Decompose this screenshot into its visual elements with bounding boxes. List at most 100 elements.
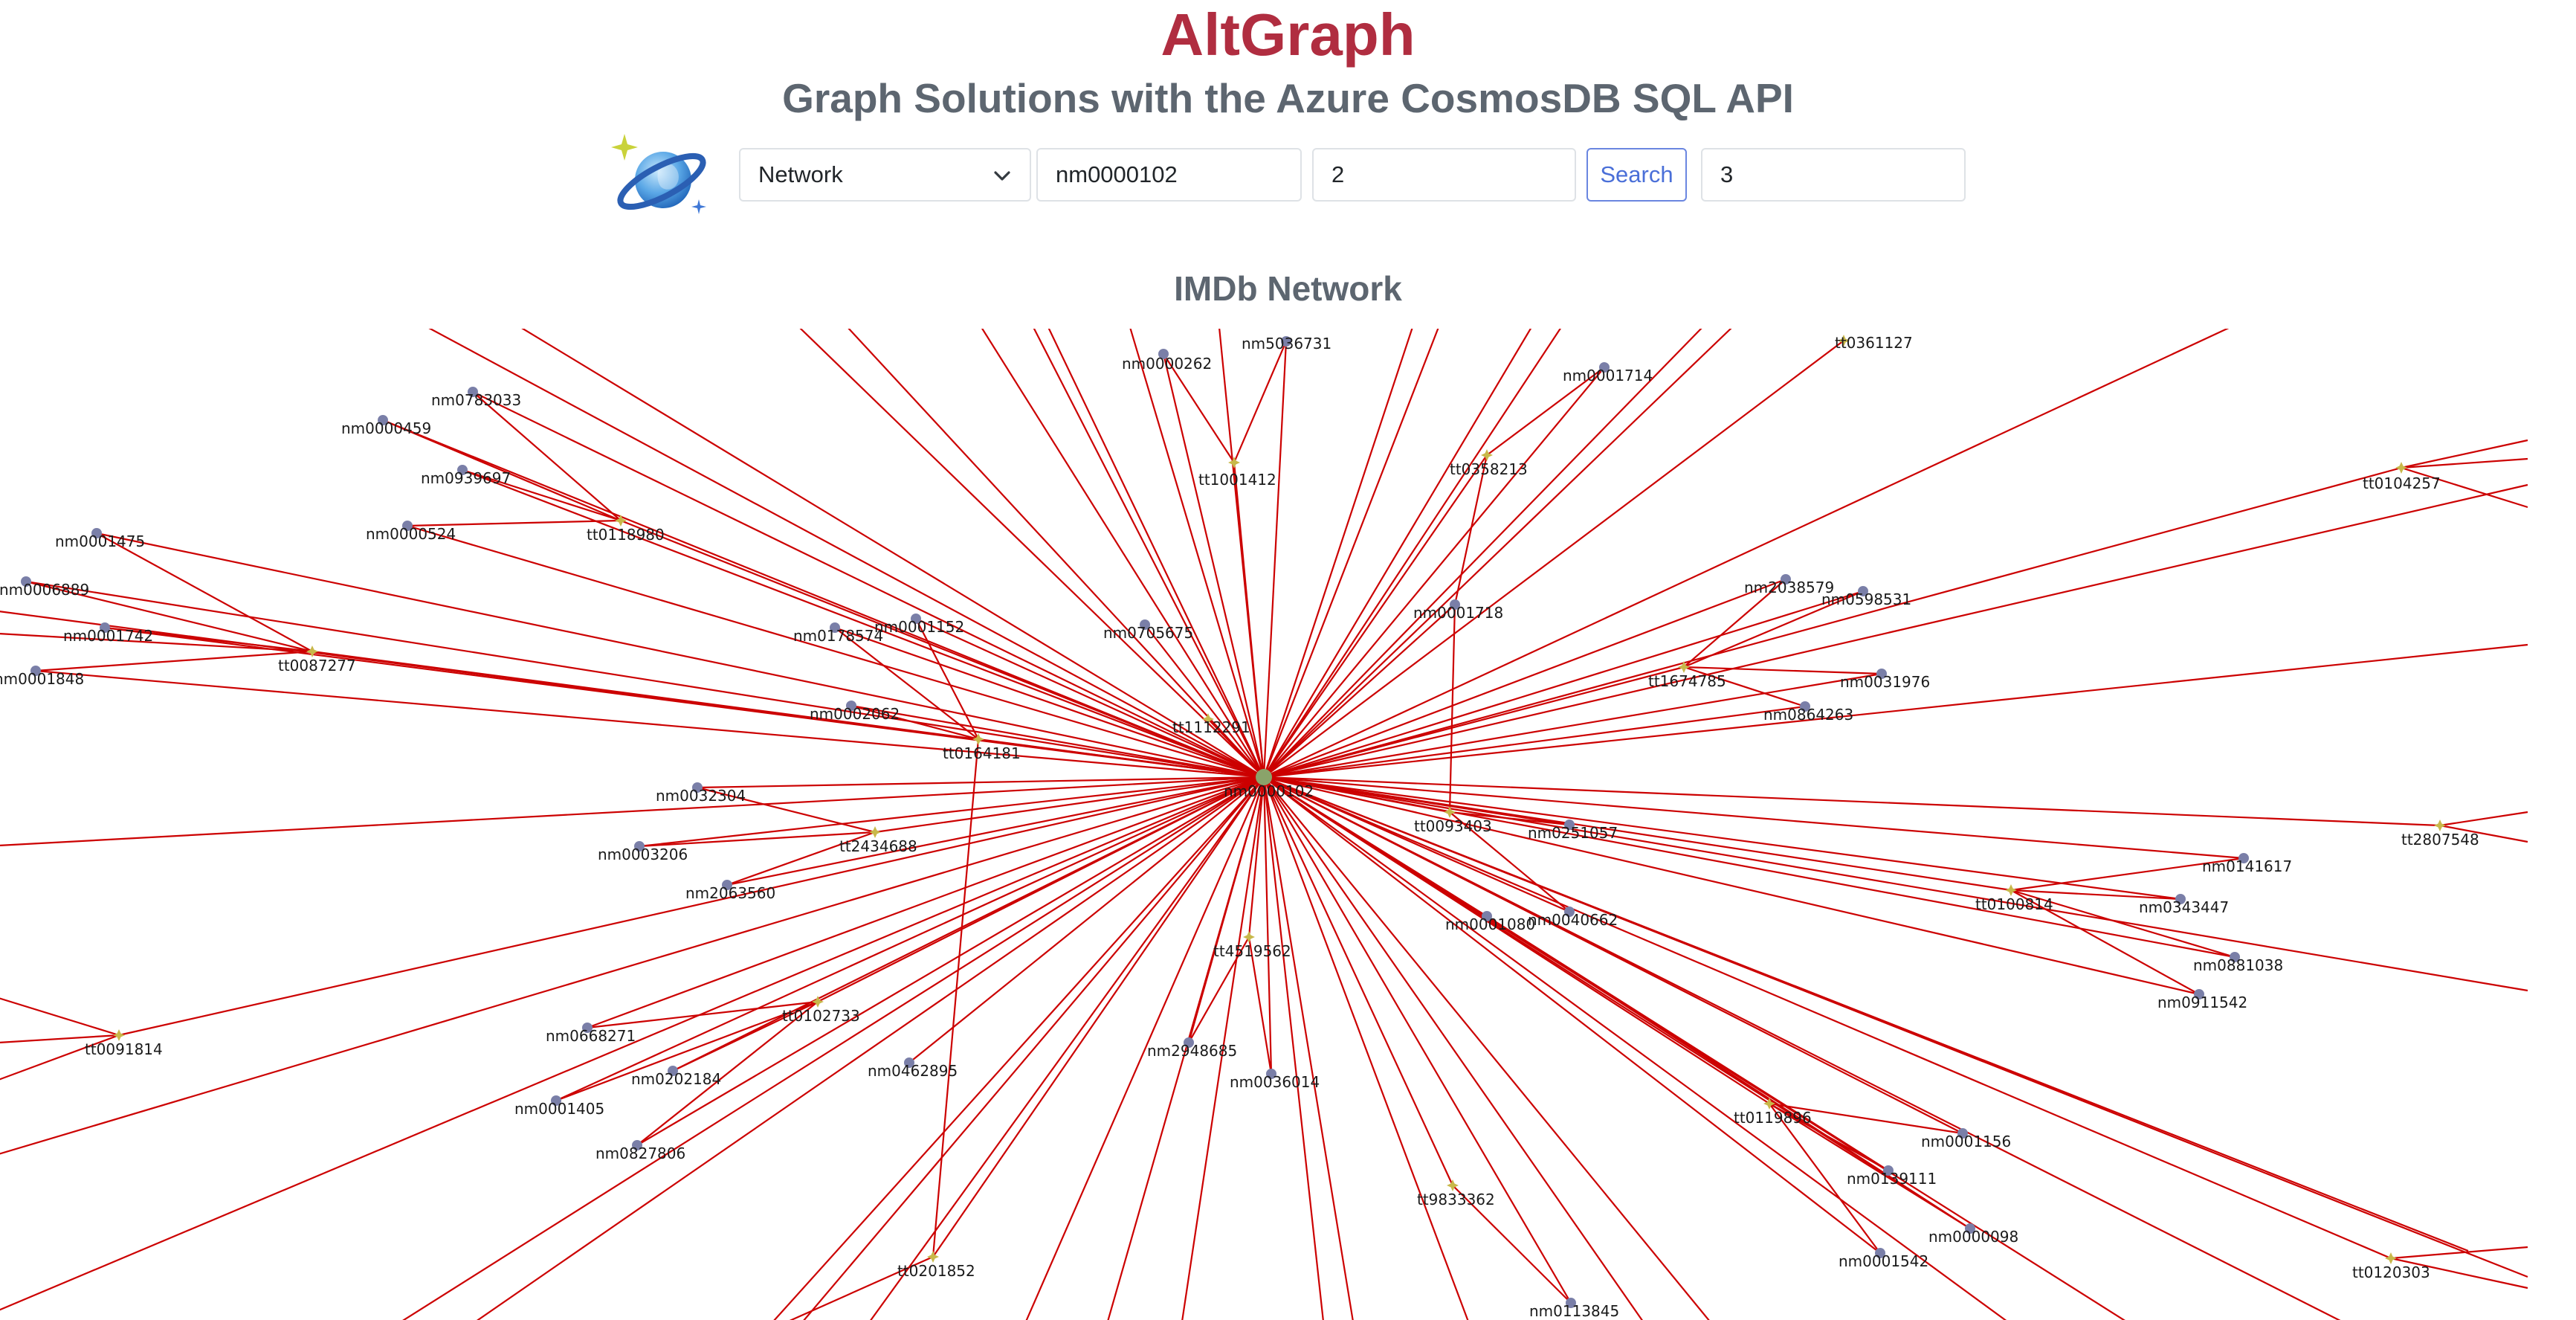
- title-node[interactable]: tt0358213: [1450, 449, 1528, 478]
- person-node[interactable]: nm0251057: [1528, 820, 1618, 842]
- graph-edge: [1263, 776, 2528, 1278]
- person-node-marker: [457, 465, 468, 475]
- person-node-marker: [1876, 669, 1887, 679]
- person-node[interactable]: nm0827806: [595, 1140, 685, 1162]
- graph-edge: [1263, 466, 2402, 779]
- person-node[interactable]: nm0705675: [1103, 619, 1193, 642]
- title-node[interactable]: tt0093403: [1414, 806, 1492, 835]
- title-node[interactable]: tt0361127: [1835, 334, 1913, 352]
- title-node[interactable]: tt0100814: [1975, 884, 2053, 913]
- person-node[interactable]: nm0002062: [810, 701, 900, 723]
- person-node[interactable]: nm0783033: [431, 387, 521, 409]
- person-node[interactable]: nm0001080: [1445, 911, 1535, 933]
- person-node[interactable]: nm0040662: [1528, 907, 1618, 929]
- person-node[interactable]: nm0000098: [1928, 1223, 2018, 1246]
- graph-edge: [0, 633, 313, 653]
- title-node[interactable]: tt0119896: [1734, 1098, 1812, 1127]
- graph-edge: [462, 469, 622, 522]
- title-node-marker: [812, 996, 824, 1008]
- person-node[interactable]: nm0139111: [1847, 1165, 1937, 1188]
- graph-edge: [1144, 624, 1265, 778]
- title-node[interactable]: tt0201852: [897, 1251, 975, 1280]
- person-node[interactable]: nm0032304: [656, 782, 746, 805]
- node-label: tt0361127: [1835, 334, 1913, 352]
- graph-edge: [1263, 705, 1806, 779]
- person-node[interactable]: nm0031976: [1840, 669, 1930, 691]
- person-node[interactable]: nm0000262: [1122, 349, 1212, 373]
- limit-input[interactable]: 3: [1701, 148, 1966, 202]
- title-node[interactable]: tt2807548: [2401, 820, 2479, 849]
- person-node[interactable]: nm0001156: [1921, 1128, 2011, 1150]
- title-node[interactable]: tt0120303: [2352, 1252, 2430, 1281]
- person-node-marker: [1566, 1298, 1576, 1308]
- title-node[interactable]: tt0164181: [943, 733, 1021, 762]
- person-node[interactable]: nm0864263: [1763, 701, 1853, 724]
- title-node[interactable]: tt1674785: [1648, 661, 1726, 690]
- graph-edge: [0, 776, 1265, 1311]
- person-node[interactable]: nm0001714: [1563, 362, 1653, 384]
- person-node[interactable]: nm5036731: [1242, 335, 1331, 352]
- person-node[interactable]: nm0003206: [598, 841, 688, 863]
- graph-edge: [0, 611, 1265, 779]
- depth-input[interactable]: 2: [1312, 148, 1576, 202]
- title-node[interactable]: tt0118980: [587, 515, 665, 544]
- node-label: tt4519562: [1213, 942, 1291, 960]
- title-node-marker: [113, 1029, 125, 1041]
- person-node[interactable]: nm0006889: [0, 576, 89, 599]
- person-node[interactable]: nm0000459: [341, 415, 431, 437]
- person-node[interactable]: nm2038579: [1744, 574, 1834, 596]
- person-node[interactable]: nm0000102: [1224, 769, 1314, 800]
- title-node[interactable]: tt0104257: [2363, 462, 2441, 492]
- person-node[interactable]: nm0178574: [793, 622, 883, 645]
- title-node[interactable]: tt1112291: [1172, 713, 1250, 736]
- start-node-input[interactable]: nm0000102: [1036, 148, 1302, 202]
- graph-edge: [1683, 666, 1882, 675]
- graph-edge: [1453, 454, 1488, 605]
- title-node[interactable]: tt4519562: [1213, 931, 1291, 960]
- person-node[interactable]: nm0001718: [1413, 599, 1503, 622]
- person-node[interactable]: nm0939697: [421, 465, 511, 487]
- person-node[interactable]: nm0598531: [1821, 586, 1911, 608]
- person-node[interactable]: nm0881038: [2193, 952, 2283, 974]
- graph-edge: [1263, 776, 1453, 1186]
- graph-edge: [407, 524, 1265, 779]
- network-graph[interactable]: nm0000102 tt0361127 nm5036731 nm0000262 tt10…: [0, 329, 2576, 1320]
- title-node[interactable]: tt2434688: [839, 826, 917, 855]
- person-node[interactable]: nm0343447: [2139, 894, 2229, 916]
- graph-edge: [1263, 776, 2392, 1260]
- graph-edge: [1262, 329, 1439, 778]
- person-node[interactable]: nm0036014: [1230, 1069, 1320, 1091]
- person-node[interactable]: nm0000524: [366, 521, 456, 543]
- title-node[interactable]: tt0087277: [278, 645, 356, 675]
- person-node[interactable]: nm2063560: [685, 880, 775, 902]
- graph-edge: [1163, 353, 1235, 463]
- title-node[interactable]: tt0091814: [85, 1029, 163, 1058]
- person-node[interactable]: nm0001405: [514, 1095, 604, 1118]
- node-label: nm0827806: [595, 1144, 685, 1162]
- person-node[interactable]: nm0001542: [1839, 1248, 1928, 1270]
- graph-edge: [1263, 776, 2200, 996]
- person-node[interactable]: nm0202184: [631, 1066, 721, 1088]
- person-node[interactable]: nm0113845: [1529, 1298, 1619, 1320]
- graph-edge: [1263, 329, 1732, 778]
- person-node[interactable]: nm2948685: [1147, 1037, 1237, 1060]
- person-node[interactable]: nm0911542: [2157, 989, 2247, 1011]
- graph-edge: [1263, 776, 1881, 1254]
- person-node[interactable]: nm0001848: [0, 666, 84, 688]
- person-node[interactable]: nm0001475: [55, 528, 145, 550]
- search-button[interactable]: Search: [1586, 148, 1687, 202]
- person-node[interactable]: nm0001152: [874, 614, 964, 636]
- person-node[interactable]: nm0462895: [868, 1057, 958, 1080]
- graph-edge: [104, 626, 313, 653]
- person-node[interactable]: nm0001742: [63, 622, 153, 645]
- query-type-select[interactable]: Network: [739, 148, 1031, 202]
- title-node[interactable]: tt0102733: [782, 996, 860, 1025]
- graph-edge: [672, 1001, 819, 1072]
- node-label: tt0119896: [1734, 1109, 1812, 1127]
- person-node[interactable]: nm0141617: [2202, 853, 2292, 875]
- graph-edge: [96, 532, 313, 652]
- person-node[interactable]: nm0668271: [546, 1023, 636, 1045]
- title-node[interactable]: tt9833362: [1417, 1179, 1495, 1208]
- graph-edge: [697, 786, 876, 834]
- title-node[interactable]: tt1001412: [1198, 457, 1276, 489]
